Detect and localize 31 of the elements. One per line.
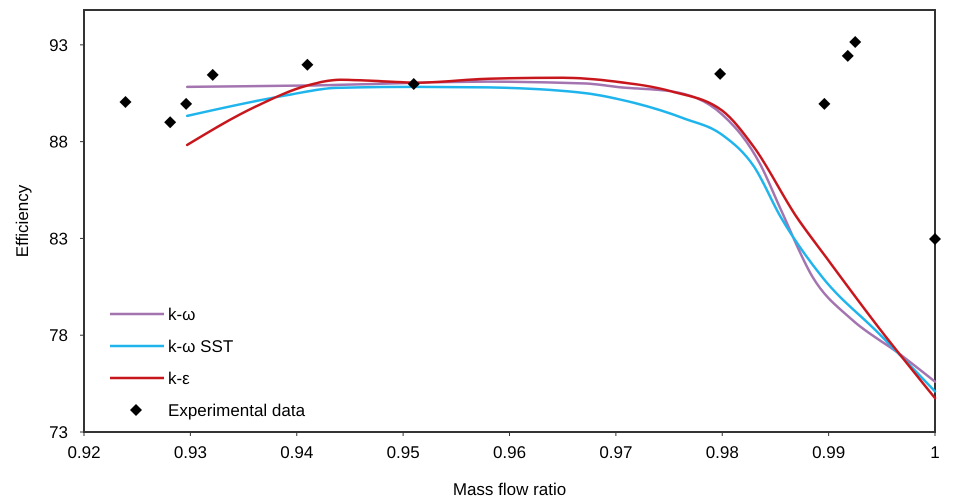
x-tick-label: 0.99 bbox=[812, 443, 846, 462]
y-tick-label: 83 bbox=[49, 229, 68, 248]
point bbox=[818, 98, 830, 110]
point bbox=[164, 116, 176, 128]
y-tick-label: 93 bbox=[49, 36, 68, 55]
x-tick-label: 0.97 bbox=[599, 443, 632, 462]
point bbox=[119, 96, 132, 108]
x-tick-label: 0.98 bbox=[706, 443, 739, 462]
point bbox=[301, 58, 314, 71]
x-tick-label: 0.96 bbox=[492, 443, 526, 462]
y-tick-label: 88 bbox=[49, 132, 68, 152]
legend-label: k-ω bbox=[168, 305, 196, 324]
point bbox=[929, 233, 941, 246]
point bbox=[842, 50, 854, 62]
x-tick-label: 0.93 bbox=[174, 443, 207, 462]
y-axis-title: Efficiency bbox=[13, 184, 32, 258]
x-tick-label: 0.94 bbox=[280, 443, 314, 462]
legend-label: k-ε bbox=[168, 369, 190, 388]
x-tick-label: 1 bbox=[930, 443, 940, 462]
point bbox=[206, 68, 219, 81]
point bbox=[180, 98, 192, 110]
legend-label: Experimental data bbox=[168, 401, 306, 420]
point bbox=[714, 68, 726, 80]
y-tick-label: 78 bbox=[49, 326, 68, 346]
y-tick-label: 73 bbox=[49, 423, 68, 442]
x-tick-label: 0.92 bbox=[67, 443, 101, 462]
legend-label: k-ω SST bbox=[168, 337, 234, 356]
point bbox=[408, 78, 420, 90]
point bbox=[849, 36, 862, 48]
x-axis-title: Mass flow ratio bbox=[452, 480, 566, 499]
x-tick-label: 0.95 bbox=[386, 443, 420, 462]
